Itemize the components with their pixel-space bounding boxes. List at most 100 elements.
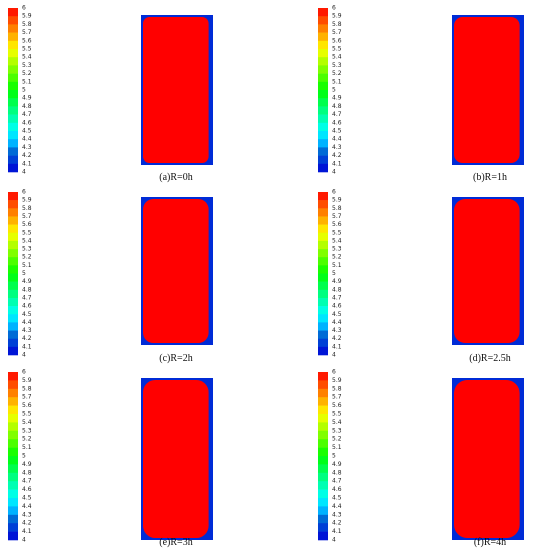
colorbar-tick-label: 4.7	[332, 294, 342, 301]
colorbar-tick-label: 4	[22, 537, 26, 544]
colorbar-tick-label: 4.5	[22, 128, 32, 135]
colorbar-tick-label: 6	[332, 369, 336, 376]
colorbar-band	[8, 523, 18, 532]
colorbar-tick-label: 4.1	[22, 343, 32, 350]
colorbar-tick-label: 4.2	[22, 520, 32, 527]
colorbar-tick-label: 4.1	[332, 343, 342, 350]
colorbar-tick-label: 4.6	[332, 486, 342, 493]
colorbar-tick-label: 4.2	[332, 335, 342, 342]
colorbar-band	[318, 498, 328, 507]
colorbar-band	[8, 224, 18, 234]
colorbar-band	[8, 200, 18, 209]
colorbar-tick-label: 4.8	[22, 103, 32, 110]
colorbar-band	[318, 447, 328, 457]
colorbar-band	[8, 16, 18, 25]
colorbar-tick-label: 5.5	[22, 46, 32, 53]
colorbar-tick-label: 4	[22, 169, 26, 176]
colorbar-band	[318, 456, 328, 465]
colorbar-tick-label: 5.8	[332, 21, 342, 28]
colorbar-band	[8, 32, 18, 42]
colorbar-tick-label: 4.4	[332, 503, 342, 510]
colorbar-band	[318, 322, 328, 331]
colorbar-tick-label: 4.3	[22, 144, 32, 151]
colorbar-band	[318, 422, 328, 432]
colorbar-band	[8, 322, 18, 331]
colorbar-band	[318, 90, 328, 99]
colorbar-tick-label: 5.3	[22, 62, 32, 69]
colorbar-band	[318, 439, 328, 448]
colorbar-tick-label: 4.9	[22, 95, 32, 102]
colorbar-tick-label: 5.4	[332, 419, 342, 426]
colorbar-band	[318, 32, 328, 42]
colorbar-band	[8, 289, 18, 299]
colorbar-band	[8, 414, 18, 423]
colorbar-band	[318, 106, 328, 115]
colorbar-band	[8, 380, 18, 390]
colorbar-tick-label: 4.3	[332, 327, 342, 334]
colorbar-tick-label: 4.9	[332, 95, 342, 102]
colorbar-tick-label: 5.1	[22, 444, 32, 451]
colorbar-band	[8, 405, 18, 415]
colorbar-tick-label: 5.5	[22, 229, 32, 236]
colorbar-band	[318, 192, 328, 201]
colorbar-tick-label: 5.1	[22, 78, 32, 85]
colorbar-tick-label: 5.8	[332, 205, 342, 212]
colorbar-tick-label: 5.6	[22, 402, 32, 409]
colorbar-tick-label: 5.2	[332, 436, 342, 443]
colorbar-band	[8, 297, 18, 307]
colorbar-tick-label: 5.2	[22, 70, 32, 77]
colorbar-band	[318, 330, 328, 339]
colorbar-tick-label: 5.6	[332, 221, 342, 228]
colorbar-tick-label: 4.8	[332, 469, 342, 476]
contour-level	[143, 17, 209, 163]
panel: 65.95.85.75.65.55.45.35.25.154.94.84.74.…	[8, 189, 213, 364]
colorbar-tick-label: 4	[332, 352, 336, 359]
colorbar-tick-label: 4.5	[332, 128, 342, 135]
colorbar-band	[318, 338, 328, 348]
colorbar-tick-label: 4.3	[22, 511, 32, 518]
contour-level	[143, 199, 209, 343]
colorbar-tick-label: 4.5	[22, 495, 32, 502]
colorbar-band	[318, 281, 328, 291]
colorbar-tick-label: 5	[22, 87, 26, 94]
colorbar-band	[318, 430, 328, 440]
colorbar-band	[318, 489, 328, 499]
colorbar-tick-label: 4.2	[332, 152, 342, 159]
colorbar-tick-label: 4.5	[332, 311, 342, 318]
colorbar-band	[8, 216, 18, 225]
colorbar-band	[318, 380, 328, 390]
colorbar-band	[318, 405, 328, 415]
colorbar-band	[8, 131, 18, 140]
colorbar-band	[8, 346, 18, 356]
colorbar-tick-label: 5.4	[22, 419, 32, 426]
colorbar-tick-label: 5.8	[332, 385, 342, 392]
panel-caption: (d)R=2.5h	[469, 353, 510, 364]
colorbar-band	[8, 456, 18, 465]
colorbar-band	[8, 257, 18, 266]
colorbar-tick-label: 4.8	[332, 103, 342, 110]
colorbar-tick-label: 4.7	[22, 478, 32, 485]
contour-level	[143, 380, 209, 538]
colorbar-band	[318, 24, 328, 33]
colorbar-band	[8, 447, 18, 457]
colorbar-tick-label: 6	[332, 189, 336, 196]
colorbar-tick-label: 5.2	[332, 254, 342, 261]
colorbar-band	[318, 122, 328, 132]
colorbar-band	[8, 90, 18, 99]
colorbar-tick-label: 4.3	[332, 511, 342, 518]
colorbar-band	[318, 49, 328, 58]
colorbar-band	[318, 257, 328, 266]
colorbar-band	[318, 249, 328, 258]
colorbar-tick-label: 5.7	[22, 29, 32, 36]
colorbar-band	[318, 65, 328, 74]
colorbar-tick-label: 5.8	[22, 21, 32, 28]
colorbar-band	[8, 155, 18, 165]
colorbar-band	[8, 498, 18, 507]
colorbar-tick-label: 5.6	[22, 221, 32, 228]
panel-caption: (f)R=4h	[474, 537, 506, 548]
contour-level	[454, 17, 520, 163]
panel: 65.95.85.75.65.55.45.35.25.154.94.84.74.…	[8, 5, 213, 183]
colorbar-band	[318, 81, 328, 91]
colorbar-tick-label: 4.2	[22, 335, 32, 342]
colorbar-tick-label: 5.9	[22, 377, 32, 384]
